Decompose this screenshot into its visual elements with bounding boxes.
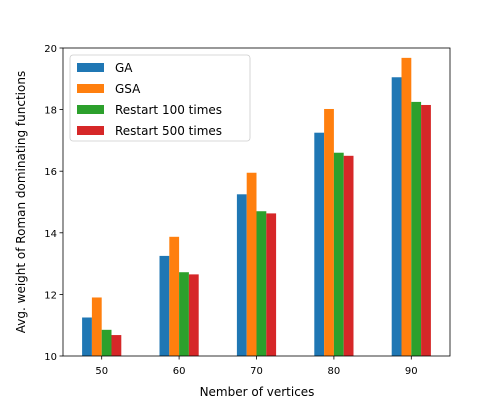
x-tick-label-70: 70 — [250, 366, 263, 377]
bar-ga-50 — [82, 317, 92, 356]
y-tick-label-12: 12 — [44, 290, 57, 301]
x-tick-label-80: 80 — [328, 366, 341, 377]
x-tick-label-90: 90 — [405, 366, 418, 377]
bar-gsa-70 — [246, 172, 257, 356]
y-tick-label-14: 14 — [44, 229, 57, 240]
bar-gsa-60 — [169, 236, 180, 356]
bar-gsa-90 — [401, 57, 412, 357]
bar-restart-100-times-90 — [411, 101, 422, 357]
legend-label-gsa: GSA — [115, 82, 141, 96]
legend-label-restart-500-times: Restart 500 times — [115, 124, 222, 138]
y-tick-label-16: 16 — [44, 167, 57, 178]
legend-swatch-gsa — [77, 84, 104, 93]
bar-restart-100-times-60 — [179, 272, 189, 356]
bar-gsa-50 — [91, 297, 102, 356]
legend-box — [69, 54, 251, 142]
bar-restart-100-times-50 — [101, 329, 112, 356]
bar-ga-90 — [391, 77, 402, 356]
bar-restart-500-times-70 — [266, 213, 277, 356]
bar-restart-500-times-50 — [111, 335, 122, 356]
x-tick-label-60: 60 — [173, 366, 186, 377]
bar-ga-80 — [314, 132, 325, 356]
bar-ga-70 — [236, 194, 247, 356]
y-tick-label-20: 20 — [44, 44, 57, 55]
bar-restart-500-times-60 — [188, 274, 199, 356]
legend-label-ga: GA — [115, 61, 133, 75]
legend-swatch-restart-500-times — [77, 126, 104, 135]
bar-restart-500-times-90 — [421, 104, 431, 356]
y-tick-label-10: 10 — [44, 352, 57, 363]
bar-gsa-80 — [324, 108, 334, 356]
y-axis-label: Avg. weight of Roman dominating function… — [14, 71, 28, 333]
legend-label-restart-100-times: Restart 100 times — [115, 103, 222, 117]
x-axis-label: Nember of vertices — [200, 385, 315, 399]
x-tick-label-50: 50 — [95, 366, 108, 377]
bar-restart-100-times-80 — [333, 152, 344, 356]
bar-restart-500-times-80 — [343, 155, 354, 356]
bar-ga-60 — [159, 255, 170, 356]
legend-swatch-restart-100-times — [77, 105, 104, 114]
legend-swatch-ga — [77, 63, 104, 72]
bar-restart-100-times-70 — [256, 211, 267, 356]
y-tick-label-18: 18 — [44, 106, 57, 117]
